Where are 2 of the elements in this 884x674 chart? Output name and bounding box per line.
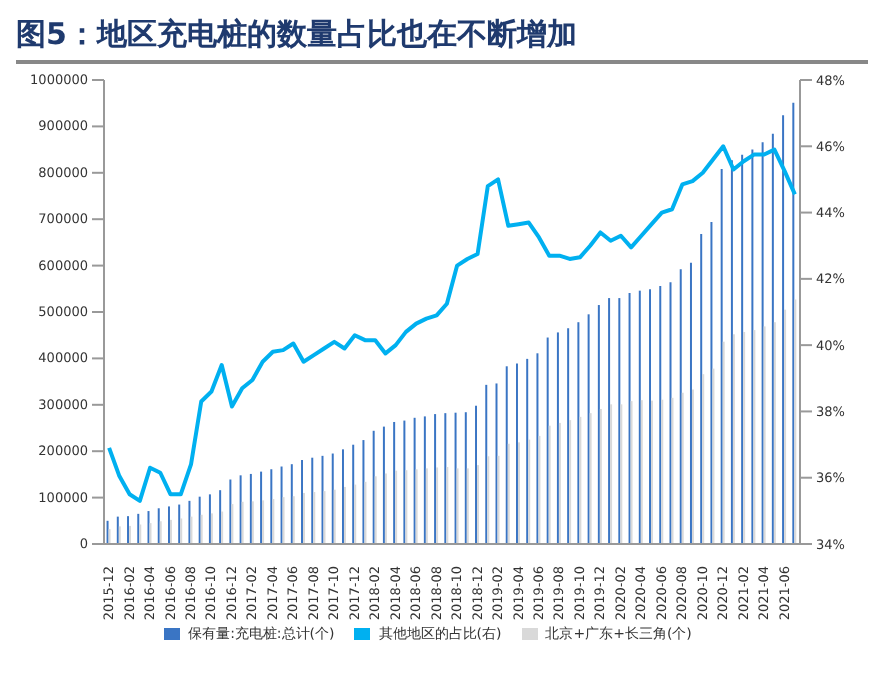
line-series bbox=[107, 144, 797, 503]
chart-title: 图5：地区充电桩的数量占比也在不断增加 bbox=[16, 16, 868, 64]
